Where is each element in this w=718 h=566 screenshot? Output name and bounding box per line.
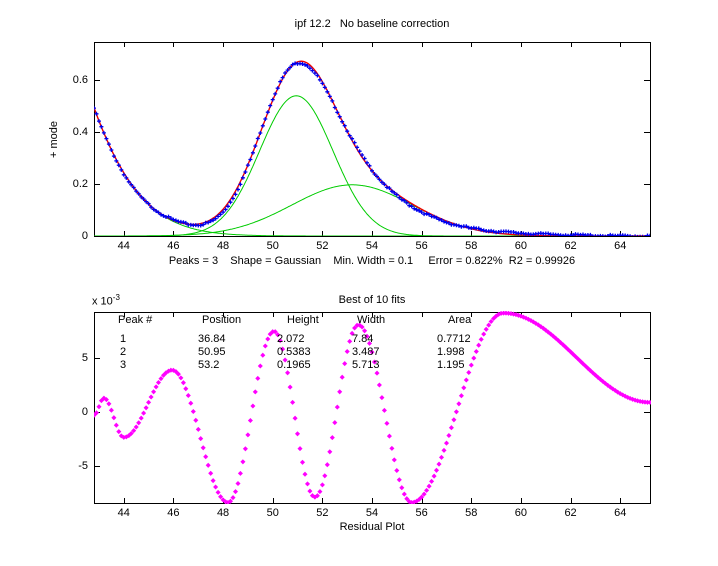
bottom-chart-title: Best of 10 fits [338, 294, 406, 306]
table-cell: 0.7712 [437, 333, 471, 345]
bottom-x-tick-label: 64 [614, 507, 627, 519]
bottom-x-tick-label: 46 [167, 507, 180, 519]
table-cell: 1 [120, 333, 127, 345]
top-x-tick-label: 56 [415, 240, 428, 252]
table-cell: 0.5383 [277, 346, 311, 358]
bottom-axes-box [94, 312, 651, 504]
bottom-y-tick-label: 5 [81, 352, 88, 365]
top-x-tick-label: 44 [117, 240, 130, 252]
bottom-x-tick-label: 44 [117, 507, 130, 519]
top-x-tick-label: 54 [365, 240, 379, 252]
table-cell: 2.072 [277, 333, 305, 345]
bottom-x-tick-label: 62 [564, 507, 577, 519]
top-x-tick-label: 52 [316, 240, 329, 252]
table-cell: 0.1965 [277, 359, 311, 371]
table-cell: 36.84 [198, 333, 226, 345]
table-cell: 53.2 [198, 359, 220, 371]
y-multiplier-base: x 10 [92, 295, 113, 308]
table-header-height: Height [287, 314, 319, 326]
table-cell: 2 [120, 346, 127, 358]
table-cell: 3.487 [352, 346, 380, 358]
top-chart-title: ipf 12.2 No baseline correction [294, 18, 450, 30]
bottom-x-tick-label: 54 [365, 507, 379, 519]
top-chart-series [94, 60, 650, 236]
table-header-width: Width [357, 314, 386, 326]
top-x-tick-label: 46 [167, 240, 180, 252]
top-y-tick-label: 0.4 [72, 125, 88, 138]
bottom-x-tick-label: 50 [266, 507, 279, 519]
component-gaussian-1 [94, 107, 650, 236]
bottom-x-tick-label: 60 [514, 507, 528, 519]
top-y-tick-label: 0 [81, 230, 88, 242]
component-gaussian-2 [94, 95, 650, 236]
top-axes-box [94, 42, 651, 237]
bottom-chart-xlabel: Residual Plot [339, 521, 405, 533]
top-x-tick-label: 48 [216, 240, 230, 252]
y-multiplier-exponent: -3 [112, 293, 120, 302]
data-point-markers [94, 61, 650, 236]
bottom-y-tick-label: 0 [81, 406, 88, 419]
top-y-tick-label: 0.6 [72, 73, 88, 86]
table-cell: 1.195 [437, 359, 465, 371]
bottom-x-tick-label: 58 [465, 507, 478, 519]
top-y-tick-label: 0.2 [72, 177, 88, 190]
fit-results-annotation: Peaks = 3 Shape = Gaussian Min. Width = … [168, 255, 576, 267]
table-header-peak: Peak # [118, 314, 153, 326]
bottom-x-tick-label: 52 [316, 507, 329, 519]
table-cell: 1.998 [437, 346, 465, 358]
bottom-x-tick-label: 48 [216, 507, 230, 519]
table-cell: 50.95 [198, 346, 226, 358]
top-x-tick-label: 64 [614, 240, 627, 252]
total-fit-line [94, 60, 650, 236]
top-x-tick-label: 62 [564, 240, 577, 252]
top-x-tick-label: 60 [514, 240, 528, 252]
top-x-tick-label: 50 [266, 240, 279, 252]
residual-markers [94, 311, 651, 504]
component-gaussian-3 [94, 184, 650, 236]
y-axis-multiplier: x 10-3 [92, 291, 120, 309]
top-chart-ylabel: + mode [48, 121, 60, 159]
table-cell: 7.84 [352, 333, 374, 345]
table-cell: 3 [120, 359, 127, 371]
residual-series [94, 311, 651, 504]
bottom-x-tick-label: 56 [415, 507, 428, 519]
table-header-position: Position [202, 314, 242, 326]
bottom-y-tick-label: -5 [78, 459, 88, 472]
table-header-area: Area [448, 314, 472, 326]
top-x-tick-label: 58 [465, 240, 478, 252]
table-cell: 5.713 [352, 359, 380, 371]
